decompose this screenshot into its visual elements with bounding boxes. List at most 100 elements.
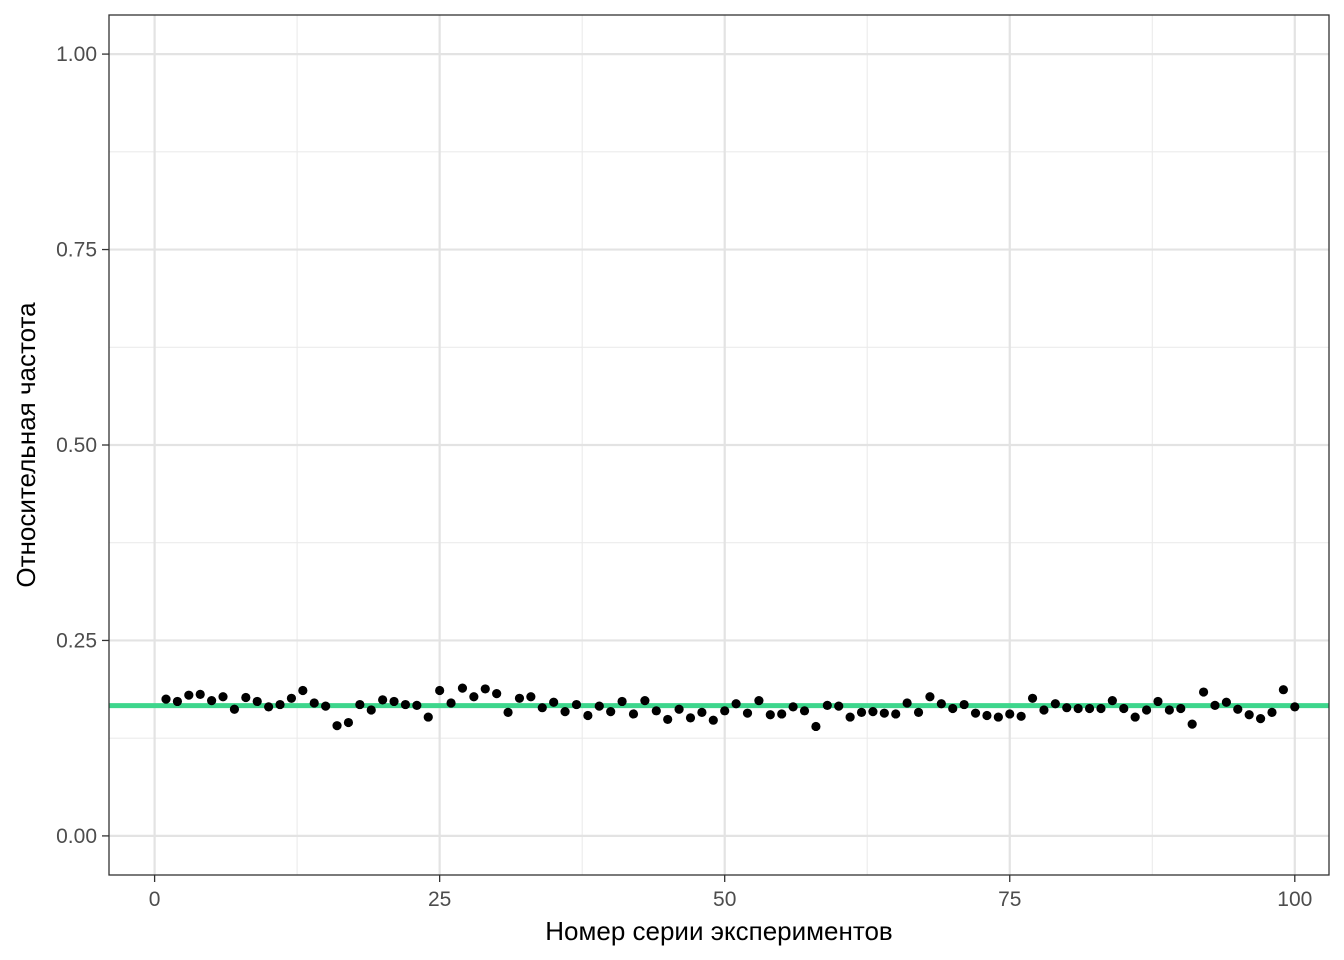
data-point [834,701,844,711]
data-point [1005,709,1015,719]
x-tick-label: 50 [713,888,736,911]
data-point [218,692,228,702]
data-point [1119,703,1129,714]
data-point [1244,710,1254,720]
minor-grid [109,15,1329,875]
data-point [970,708,981,718]
data-point [446,698,456,708]
data-point [195,689,205,700]
data-point [913,707,924,717]
data-point [469,692,479,702]
data-point [799,706,810,716]
data-point [355,699,365,710]
data-point [1255,714,1266,724]
data-point [765,710,775,720]
data-point [571,699,582,710]
data-point [617,696,627,707]
data-point [400,699,411,710]
data-point [606,707,616,717]
y-tick-label: 0.25 [56,629,97,652]
data-point [925,692,935,702]
data-point [1016,711,1026,721]
data-point [788,702,798,712]
data-point [1153,696,1163,707]
data-point [1221,697,1231,707]
data-point [321,701,331,711]
data-point [309,698,319,708]
data-point [560,707,570,717]
x-tick-label: 25 [428,888,451,911]
data-point [993,712,1003,722]
x-tick-label: 75 [998,888,1021,911]
data-point [1096,703,1106,714]
major-grid [109,15,1329,875]
data-point [891,709,901,719]
data-point [1107,696,1117,706]
data-point [1073,703,1083,714]
data-point [184,690,194,700]
data-point [640,696,650,706]
data-point [480,684,490,694]
data-point [172,696,183,707]
data-point [207,696,217,706]
data-point [1027,693,1038,703]
data-point [731,699,741,709]
y-tick-label: 0.75 [56,239,97,262]
data-point [594,701,604,711]
data-point [583,710,593,721]
y-axis-title: Относительная частота [11,302,41,588]
y-axis-ticks: 0.00 0.25 0.50 0.75 1.00 [56,43,109,848]
data-point [492,689,502,699]
data-point [708,715,718,725]
data-point [1210,700,1220,710]
data-point [514,693,525,703]
x-tick-label: 0 [149,888,161,911]
data-point [412,700,422,710]
data-point [503,707,513,717]
y-tick-label: 0.50 [56,434,97,457]
data-point [697,707,707,717]
data-point [229,704,240,714]
data-point [389,696,399,707]
data-point [1084,703,1095,714]
data-point [526,692,536,702]
data-point [537,703,547,713]
data-points [161,683,1300,732]
data-point [742,708,753,718]
data-point [663,714,673,725]
data-point [811,721,821,732]
data-point [1267,707,1277,717]
data-point [948,703,958,714]
data-point [332,721,342,731]
data-point [264,702,274,712]
data-point [161,694,171,704]
data-point [822,700,832,710]
data-point [1198,687,1209,697]
data-point [298,685,308,696]
data-point [936,699,946,709]
data-point [754,696,764,706]
data-point [1176,703,1186,714]
data-point [1130,712,1140,722]
data-point [845,712,855,722]
x-tick-label: 100 [1277,888,1312,911]
data-point [241,692,251,703]
data-point [628,709,639,719]
data-point [286,693,297,703]
data-point [1141,705,1152,715]
data-point [868,707,878,717]
x-axis-title: Номер серии экспериментов [545,916,892,946]
data-point [856,707,867,717]
data-point [959,699,969,710]
data-point [879,708,889,718]
data-point [1187,719,1197,729]
data-point [1062,703,1072,713]
data-point [378,695,388,705]
data-point [366,705,376,715]
data-point [982,710,992,721]
data-point [423,712,433,722]
data-point [1233,704,1243,714]
data-point [1050,699,1060,709]
